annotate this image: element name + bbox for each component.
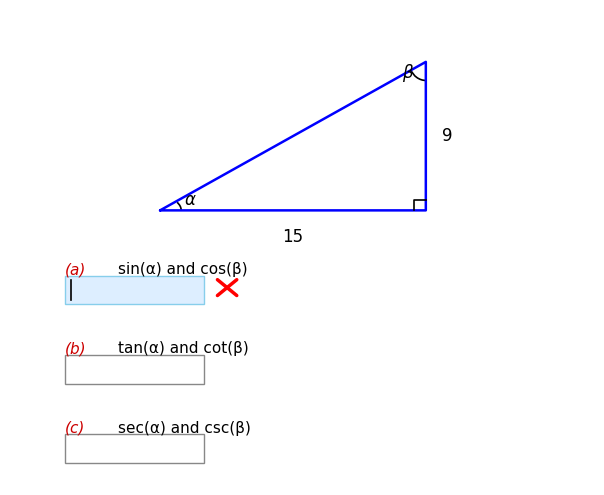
Text: (b): (b) (65, 342, 87, 356)
Text: sin(α) and cos(β): sin(α) and cos(β) (118, 262, 248, 277)
Text: 15: 15 (283, 228, 303, 246)
Text: sec(α) and csc(β): sec(α) and csc(β) (118, 421, 251, 436)
Bar (65, 434, 204, 463)
Bar (65, 276, 204, 304)
Bar (65, 355, 204, 384)
Text: β: β (402, 64, 413, 82)
Text: α: α (185, 191, 196, 209)
Text: (c): (c) (65, 421, 86, 436)
Text: tan(α) and cot(β): tan(α) and cot(β) (118, 342, 248, 356)
Text: 9: 9 (442, 127, 452, 145)
Text: (a): (a) (65, 262, 86, 277)
